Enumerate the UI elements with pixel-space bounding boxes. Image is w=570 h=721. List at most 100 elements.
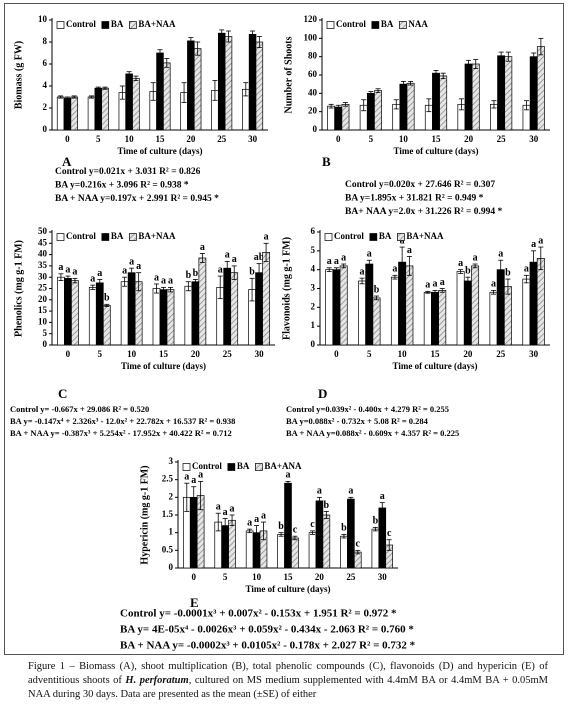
significance-letter: c <box>356 539 361 550</box>
panel-letter: A <box>62 154 72 169</box>
legend-swatch <box>129 233 137 241</box>
error-bar <box>316 496 322 505</box>
significance-letter: b <box>278 521 284 532</box>
y-tick-label: 20 <box>38 294 48 304</box>
y-tick-label: 40 <box>308 87 318 97</box>
error-bar <box>150 82 156 101</box>
bar <box>339 265 348 346</box>
legend-swatch <box>326 21 335 29</box>
bar <box>463 280 472 346</box>
significance-letter: b <box>249 267 255 278</box>
error-bar <box>466 59 472 69</box>
error-bar <box>366 259 372 269</box>
legend-label: Control <box>334 231 364 241</box>
legend-label: BA+NAA <box>406 231 444 241</box>
x-tick-label: 0 <box>65 134 70 144</box>
y-tick-label: 1 <box>311 320 316 330</box>
y-tick-label: 4 <box>43 80 48 90</box>
y-tick-label: 2.5 <box>162 474 174 484</box>
legend-swatch <box>129 21 137 29</box>
significance-letter: a <box>154 272 159 283</box>
error-bar <box>72 277 78 284</box>
error-bar <box>247 528 253 534</box>
caption-text: , cultured on MS medium supplemented wit… <box>28 675 549 700</box>
bar <box>163 62 171 131</box>
x-tick-label: 0 <box>191 572 196 582</box>
panel-letter: E <box>190 595 199 610</box>
bar <box>371 528 380 569</box>
significance-letter: a <box>286 470 291 481</box>
x-tick-label: 25 <box>223 349 233 359</box>
regression-equation: BA y= -0.147x⁴ + 2.326x³ - 12.0x² + 22.7… <box>10 416 235 426</box>
error-bar <box>229 514 235 526</box>
bar <box>87 96 96 131</box>
y-tick-label: 60 <box>308 69 318 79</box>
error-bar <box>374 295 380 301</box>
error-bar <box>95 86 101 90</box>
y-axis-label: Hypericin (mg g-1 FM) <box>139 465 150 564</box>
error-bar <box>226 30 232 43</box>
x-axis-label: Time of culture (days) <box>394 146 479 156</box>
bar <box>497 55 506 131</box>
bar <box>132 77 140 131</box>
panel-letter: D <box>318 386 327 401</box>
significance-letter: a <box>232 254 237 265</box>
bar <box>248 33 257 131</box>
y-tick-label: 5 <box>311 245 316 255</box>
error-bar <box>64 96 70 100</box>
bar <box>64 277 72 346</box>
x-tick-label: 10 <box>125 134 135 144</box>
error-bar <box>355 549 361 555</box>
bar <box>134 281 143 346</box>
regression-equation: BA + NAA y=0.088x² - 0.609x + 4.357 R² =… <box>286 428 459 438</box>
error-bar <box>90 284 96 291</box>
y-tick-label: 3 <box>169 456 174 466</box>
significance-letter: a <box>223 507 228 518</box>
x-tick-label: 15 <box>432 134 442 144</box>
y-tick-label: 5 <box>43 328 48 338</box>
significance-letter: a <box>218 264 223 275</box>
error-bar <box>323 511 329 519</box>
bar <box>159 289 168 346</box>
bar <box>284 482 292 569</box>
error-bar <box>433 70 439 77</box>
bar <box>262 251 270 346</box>
error-bar <box>392 274 398 280</box>
legend-label: BA <box>379 231 392 241</box>
bar <box>224 36 233 131</box>
bar <box>255 272 263 346</box>
error-bar <box>188 37 194 45</box>
error-bar <box>498 51 504 60</box>
regression-equation: BA + NAA y= -0.0002x³ + 0.0105x² - 0.178… <box>120 640 416 652</box>
x-tick-label: 20 <box>191 349 201 359</box>
error-bar <box>181 82 187 103</box>
y-tick-label: 0 <box>43 339 48 349</box>
significance-letter: a <box>317 486 322 497</box>
legend-swatch <box>255 463 263 471</box>
error-bar <box>185 281 191 292</box>
x-tick-label: 20 <box>186 134 196 144</box>
error-bar <box>425 290 431 294</box>
error-bar <box>192 279 198 285</box>
significance-letter: a <box>264 232 269 243</box>
bar <box>399 83 408 131</box>
error-bar <box>119 85 125 100</box>
significance-letter: a <box>136 261 141 272</box>
x-axis-label: Time of culture (days) <box>246 584 331 594</box>
bar <box>166 289 175 346</box>
error-bar <box>408 81 414 86</box>
x-tick-label: 5 <box>223 572 228 582</box>
y-tick-label: 25 <box>38 283 48 293</box>
significance-letter: a <box>425 280 430 291</box>
legend-swatch <box>324 233 333 241</box>
bar <box>152 288 161 346</box>
error-bar <box>490 289 496 295</box>
error-bar <box>219 29 225 37</box>
bar <box>372 297 381 346</box>
significance-letter: a <box>498 249 503 260</box>
regression-equation: Control y=0.020x + 27.646 R² = 0.307 <box>345 180 495 190</box>
y-tick-label: 6 <box>311 226 316 236</box>
bar <box>245 530 254 569</box>
significance-letter: c <box>310 519 315 530</box>
bar <box>102 305 111 346</box>
